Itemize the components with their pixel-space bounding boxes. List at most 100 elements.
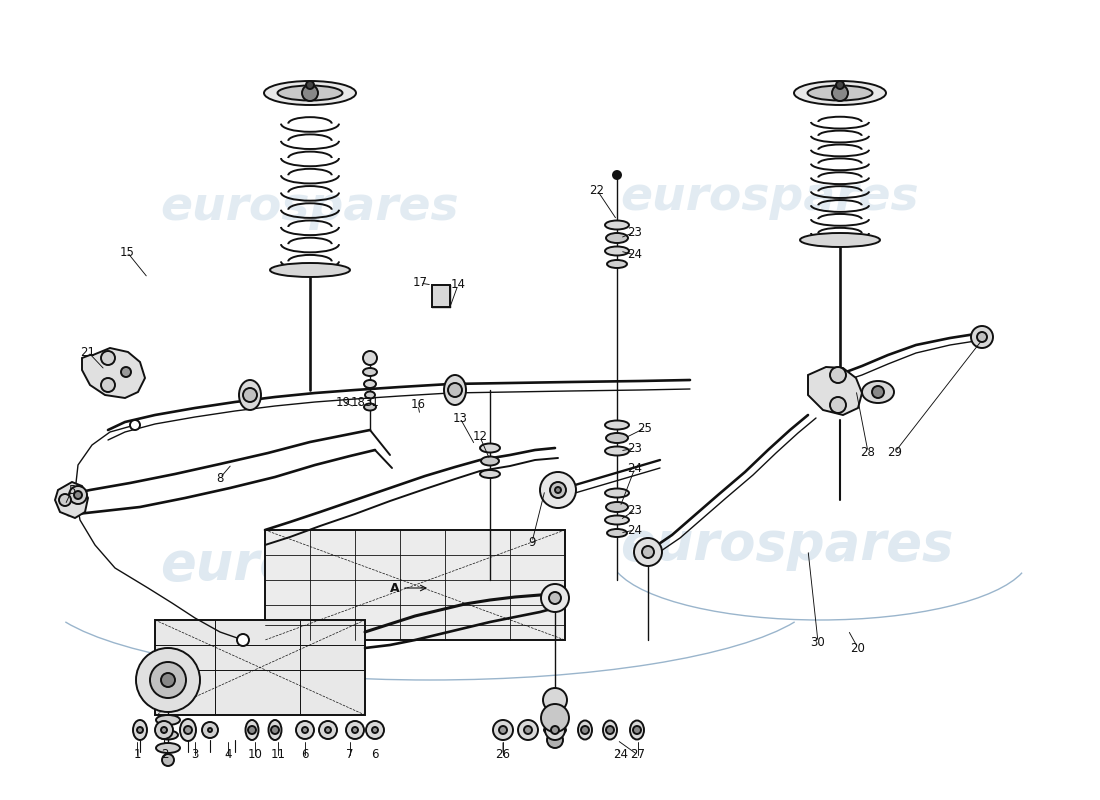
Ellipse shape: [630, 721, 644, 739]
Text: A: A: [390, 582, 399, 594]
Circle shape: [69, 486, 87, 504]
Ellipse shape: [606, 233, 628, 243]
Text: 9: 9: [528, 535, 536, 549]
Circle shape: [271, 726, 279, 734]
Text: 14: 14: [451, 278, 465, 291]
Ellipse shape: [156, 743, 180, 753]
Ellipse shape: [605, 489, 629, 498]
Circle shape: [971, 326, 993, 348]
Circle shape: [136, 648, 200, 712]
Circle shape: [366, 721, 384, 739]
Circle shape: [551, 726, 559, 734]
Circle shape: [184, 726, 192, 734]
Ellipse shape: [603, 721, 617, 739]
Polygon shape: [55, 482, 88, 518]
Text: 24: 24: [627, 523, 642, 537]
Text: 31: 31: [364, 395, 380, 409]
Circle shape: [161, 727, 167, 733]
Ellipse shape: [606, 433, 628, 443]
Text: 20: 20: [850, 642, 866, 654]
Text: 24: 24: [627, 462, 642, 474]
Ellipse shape: [605, 221, 629, 230]
Text: 15: 15: [120, 246, 134, 258]
Text: 10: 10: [248, 749, 263, 762]
Text: 13: 13: [452, 411, 468, 425]
Circle shape: [319, 721, 337, 739]
Text: 1: 1: [133, 749, 141, 762]
Circle shape: [208, 728, 212, 732]
Circle shape: [540, 472, 576, 508]
Circle shape: [161, 673, 175, 687]
Circle shape: [493, 720, 513, 740]
Ellipse shape: [605, 446, 629, 455]
Text: 6: 6: [301, 749, 309, 762]
Circle shape: [352, 727, 358, 733]
Circle shape: [248, 726, 256, 734]
Text: 8: 8: [217, 471, 223, 485]
Ellipse shape: [607, 529, 627, 537]
Text: 2: 2: [162, 749, 168, 762]
Text: 18: 18: [351, 395, 365, 409]
Ellipse shape: [800, 233, 880, 247]
Circle shape: [836, 81, 844, 89]
Ellipse shape: [364, 380, 376, 388]
Circle shape: [243, 388, 257, 402]
Ellipse shape: [605, 421, 629, 430]
Circle shape: [499, 726, 507, 734]
Ellipse shape: [180, 719, 196, 741]
Ellipse shape: [363, 368, 377, 376]
Text: 5: 5: [68, 483, 76, 497]
Text: eurospares: eurospares: [620, 519, 954, 571]
Circle shape: [541, 584, 569, 612]
Circle shape: [518, 720, 538, 740]
Text: 19: 19: [336, 395, 351, 409]
Circle shape: [541, 704, 569, 732]
Text: 24: 24: [627, 249, 642, 262]
Circle shape: [524, 726, 532, 734]
Ellipse shape: [862, 381, 894, 403]
Circle shape: [324, 727, 331, 733]
Ellipse shape: [481, 457, 499, 466]
Bar: [265, 530, 565, 640]
Bar: [155, 620, 365, 715]
Ellipse shape: [270, 263, 350, 277]
Ellipse shape: [133, 720, 147, 740]
Ellipse shape: [364, 403, 376, 410]
Circle shape: [202, 722, 218, 738]
Circle shape: [138, 727, 143, 733]
Ellipse shape: [277, 86, 342, 101]
Ellipse shape: [444, 375, 466, 405]
Ellipse shape: [158, 730, 178, 739]
Ellipse shape: [807, 86, 872, 101]
Circle shape: [581, 726, 589, 734]
Text: 28: 28: [860, 446, 876, 458]
Text: 29: 29: [888, 446, 902, 458]
Text: 23: 23: [628, 226, 642, 238]
Circle shape: [130, 420, 140, 430]
Circle shape: [977, 332, 987, 342]
Circle shape: [296, 721, 314, 739]
Circle shape: [613, 171, 621, 179]
Text: eurospares: eurospares: [160, 185, 459, 230]
Text: 12: 12: [473, 430, 487, 443]
Text: 24: 24: [614, 749, 628, 762]
Text: eurospares: eurospares: [620, 175, 918, 220]
Circle shape: [121, 367, 131, 377]
Ellipse shape: [264, 81, 356, 105]
Circle shape: [632, 726, 641, 734]
Ellipse shape: [607, 260, 627, 268]
Text: 22: 22: [590, 183, 605, 197]
Text: eurospares: eurospares: [160, 539, 494, 591]
Circle shape: [872, 386, 884, 398]
Circle shape: [634, 538, 662, 566]
Ellipse shape: [480, 443, 501, 453]
Circle shape: [547, 732, 563, 748]
Circle shape: [101, 351, 116, 365]
Ellipse shape: [605, 246, 629, 255]
Ellipse shape: [578, 721, 592, 739]
Circle shape: [155, 721, 173, 739]
Circle shape: [363, 351, 377, 365]
Circle shape: [150, 662, 186, 698]
Ellipse shape: [544, 725, 566, 735]
Circle shape: [543, 688, 566, 712]
